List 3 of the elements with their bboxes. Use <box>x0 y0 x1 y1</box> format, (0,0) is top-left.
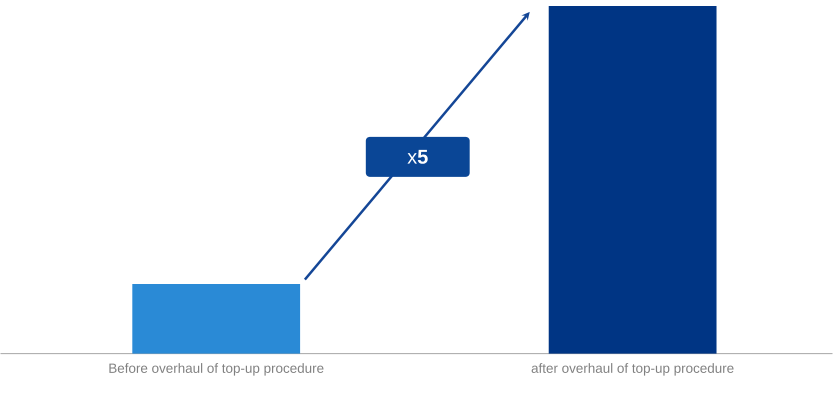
x-tick-label: after overhaul of top-up procedure <box>532 363 734 376</box>
x-tick-label: Before overhaul of top-up procedure <box>109 363 324 376</box>
annotation: x5 <box>407 150 428 164</box>
